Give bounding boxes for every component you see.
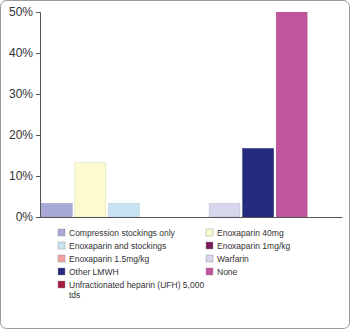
y-tick-mark: [36, 176, 40, 177]
legend-label: None: [217, 267, 238, 277]
bar: [75, 162, 106, 217]
legend-item: Compression stockings only: [58, 228, 176, 238]
y-tick-label: 50%: [9, 5, 33, 19]
legend-item: Enoxaparin and stockings: [58, 241, 166, 251]
y-tick-label: 30%: [9, 87, 33, 101]
y-axis-line: [36, 13, 41, 218]
legend-swatch: [58, 229, 65, 236]
frame: [1, 1, 350, 329]
legend-swatch: [58, 281, 65, 288]
chart: 0% 10% 20% 30% 40% 50% Compression stockings o…: [0, 0, 350, 329]
y-tick-mark: [36, 94, 40, 95]
y-tick: 50%: [9, 5, 40, 19]
legend-label: Enoxaparin 1mg/kg: [217, 241, 291, 251]
legend-label: Enoxaparin 1.5mg/kg: [69, 254, 150, 264]
y-tick: 0%: [16, 210, 40, 224]
legend-item: None: [206, 267, 238, 277]
legend-swatch: [58, 242, 65, 249]
legend-label: Unfractionated heparin (UFH) 5,000tds: [69, 280, 204, 300]
y-tick-mark: [36, 135, 40, 136]
y-tick-label: 10%: [9, 169, 33, 183]
legend: Compression stockings only Enoxaparin 40m…: [58, 228, 291, 300]
y-tick: 20%: [9, 128, 40, 142]
bars: [41, 12, 307, 217]
y-tick: 40%: [9, 46, 40, 60]
legend-swatch: [206, 229, 213, 236]
y-tick-mark: [36, 12, 40, 13]
legend-item: Enoxaparin 40mg: [206, 228, 284, 238]
bar: [176, 217, 207, 218]
legend-item: Enoxaparin 1mg/kg: [206, 241, 291, 251]
legend-swatch: [58, 268, 65, 275]
bar: [41, 203, 72, 217]
y-tick: 10%: [9, 169, 40, 183]
y-tick-label: 40%: [9, 46, 33, 60]
bar: [142, 217, 173, 218]
legend-item: Unfractionated heparin (UFH) 5,000tds: [58, 280, 204, 300]
legend-label: Warfarin: [217, 254, 249, 264]
legend-item: Warfarin: [206, 254, 249, 264]
legend-label: Other LMWH: [69, 267, 119, 277]
legend-swatch: [58, 255, 65, 262]
x-axis: [41, 217, 343, 218]
bar: [243, 149, 274, 217]
bar: [209, 203, 240, 217]
y-axis: 0% 10% 20% 30% 40% 50%: [9, 5, 41, 224]
legend-item: Other LMWH: [58, 267, 119, 277]
legend-swatch: [206, 268, 213, 275]
legend-item: Enoxaparin 1.5mg/kg: [58, 254, 150, 264]
bar: [276, 12, 307, 217]
legend-label: Enoxaparin and stockings: [69, 241, 166, 251]
legend-swatch: [206, 255, 213, 262]
legend-swatch: [206, 242, 213, 249]
y-tick-mark: [36, 217, 40, 218]
y-tick-label: 20%: [9, 128, 33, 142]
legend-label: Compression stockings only: [69, 228, 176, 238]
bar: [310, 217, 341, 218]
y-tick: 30%: [9, 87, 40, 101]
y-tick-mark: [36, 53, 40, 54]
x-axis-line: [41, 217, 343, 218]
legend-label: Enoxaparin 40mg: [217, 228, 284, 238]
bar: [108, 203, 139, 217]
y-tick-label: 0%: [16, 210, 34, 224]
